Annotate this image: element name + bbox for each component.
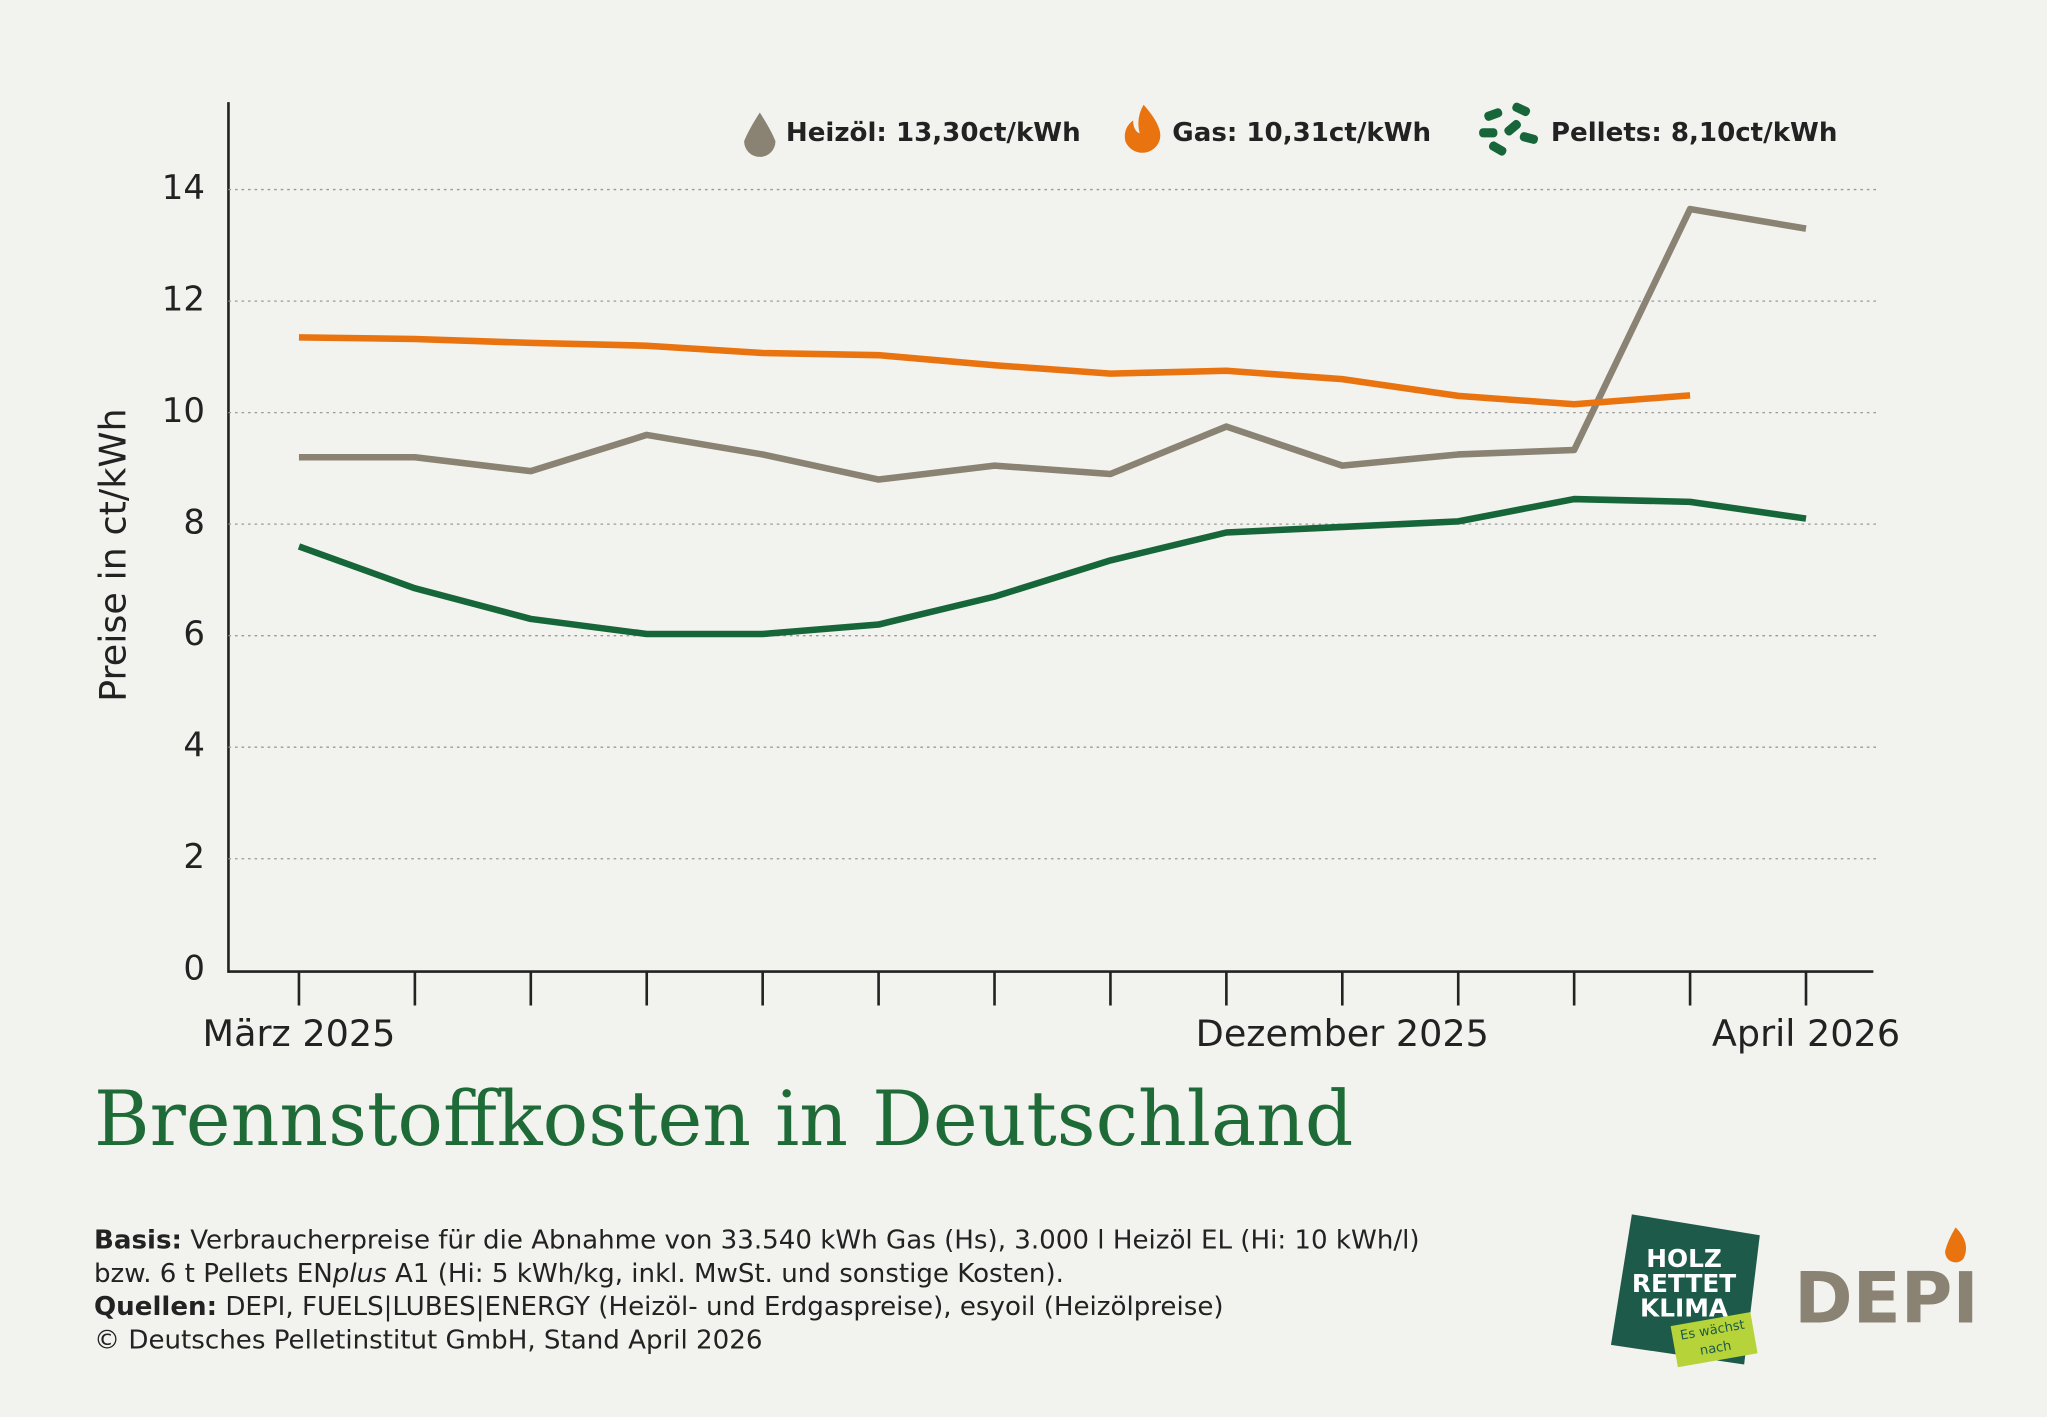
- y-tick-label: 14: [162, 168, 205, 208]
- y-tick-label: 8: [183, 503, 205, 543]
- footnote-part: Basis:: [94, 1225, 182, 1255]
- footnote-part: DEPI, FUELS|LUBES|ENERGY (Heizöl- und Er…: [217, 1292, 1224, 1322]
- logo-text: HOLZ: [1646, 1244, 1722, 1273]
- legend-icon-flame: [1124, 104, 1161, 153]
- logo-holz: HOLZ RETTET KLIMA Es wächst nach: [1610, 1214, 1760, 1368]
- logo-text: RETTET: [1632, 1269, 1736, 1298]
- footnote: Quellen: DEPI, FUELS|LUBES|ENERGY (Heizö…: [94, 1292, 1224, 1322]
- footnote: bzw. 6 t Pellets ENplus A1 (Hi: 5 kWh/kg…: [94, 1258, 1064, 1288]
- footnote: © Deutsches Pelletinstitut GmbH, Stand A…: [94, 1325, 762, 1355]
- footnote-part: © Deutsches Pelletinstitut GmbH, Stand A…: [94, 1325, 762, 1355]
- x-tick-label: Dezember 2025: [1196, 1012, 1489, 1055]
- series-line: [298, 334, 1691, 408]
- footnote-part: Verbraucherpreise für die Abnahme von 33…: [182, 1225, 1420, 1255]
- footnote: Basis: Verbraucherpreise für die Abnahme…: [94, 1225, 1420, 1255]
- y-axis-label: Preise in ct/kWh: [91, 408, 134, 702]
- logo-text: KLIMA: [1640, 1294, 1729, 1323]
- x-tick-label: April 2026: [1712, 1012, 1900, 1055]
- legend-label: Gas: 10,31ct/kWh: [1172, 118, 1431, 148]
- legend-icon-drop: [744, 112, 776, 157]
- logo-depi: DEPI: [1794, 1258, 1979, 1340]
- legend-icon-pellets: [1479, 102, 1539, 156]
- y-tick-label: 4: [183, 726, 205, 766]
- logo-tag: nach: [1699, 1339, 1733, 1359]
- logo-flame: [1945, 1227, 1967, 1263]
- y-tick-label: 12: [162, 280, 205, 320]
- y-tick-label: 2: [183, 837, 205, 877]
- series-line: [298, 205, 1807, 483]
- legend-label: Heizöl: 13,30ct/kWh: [786, 118, 1081, 148]
- y-tick-label: 0: [183, 949, 205, 989]
- y-tick-label: 10: [162, 391, 205, 431]
- y-tick-label: 6: [183, 614, 205, 654]
- x-tick-label: März 2025: [203, 1012, 396, 1055]
- footnote-part: bzw. 6 t Pellets EN: [94, 1258, 333, 1288]
- series-line: [297, 495, 1807, 638]
- footnote-part: Quellen:: [94, 1292, 217, 1322]
- footnote-part: plus: [332, 1258, 387, 1288]
- footnote-part: A1 (Hi: 5 kWh/kg, inkl. MwSt. und sonsti…: [387, 1258, 1064, 1288]
- chart-title: Brennstoffkosten in Deutschland: [94, 1075, 1353, 1163]
- legend-label: Pellets: 8,10ct/kWh: [1551, 118, 1838, 148]
